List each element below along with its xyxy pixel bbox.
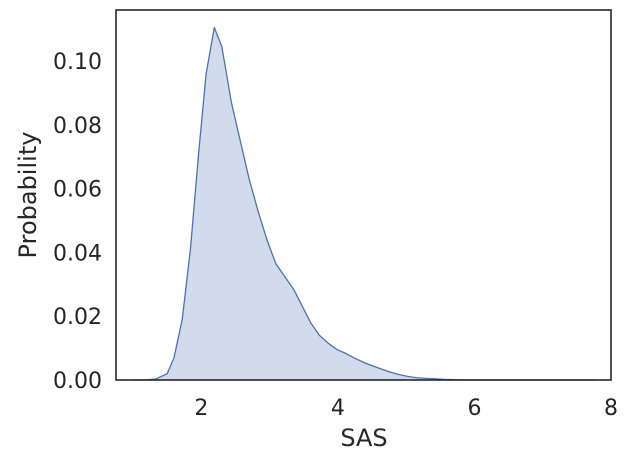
x-tick-label: 2 [194,396,208,421]
x-tick-label: 6 [467,396,481,421]
y-tick-label: 0.08 [53,114,102,139]
density-area-fill [133,27,594,380]
y-tick-label: 0.02 [53,305,102,330]
y-tick-label: 0.04 [53,241,102,266]
plot-frame [115,9,612,381]
plot-area [133,26,594,381]
x-tick-label: 4 [331,396,345,421]
y-tick-label: 0.10 [53,50,102,75]
y-tick-label: 0.00 [53,369,102,394]
x-axis-label: SAS [340,424,387,452]
axes: 2 4 6 8 0.00 0.02 0.04 0.06 0.08 0.10 [53,9,618,421]
y-tick-label: 0.06 [53,178,102,203]
x-tick-label: 8 [604,396,618,421]
y-axis-label: Probability [14,132,42,259]
